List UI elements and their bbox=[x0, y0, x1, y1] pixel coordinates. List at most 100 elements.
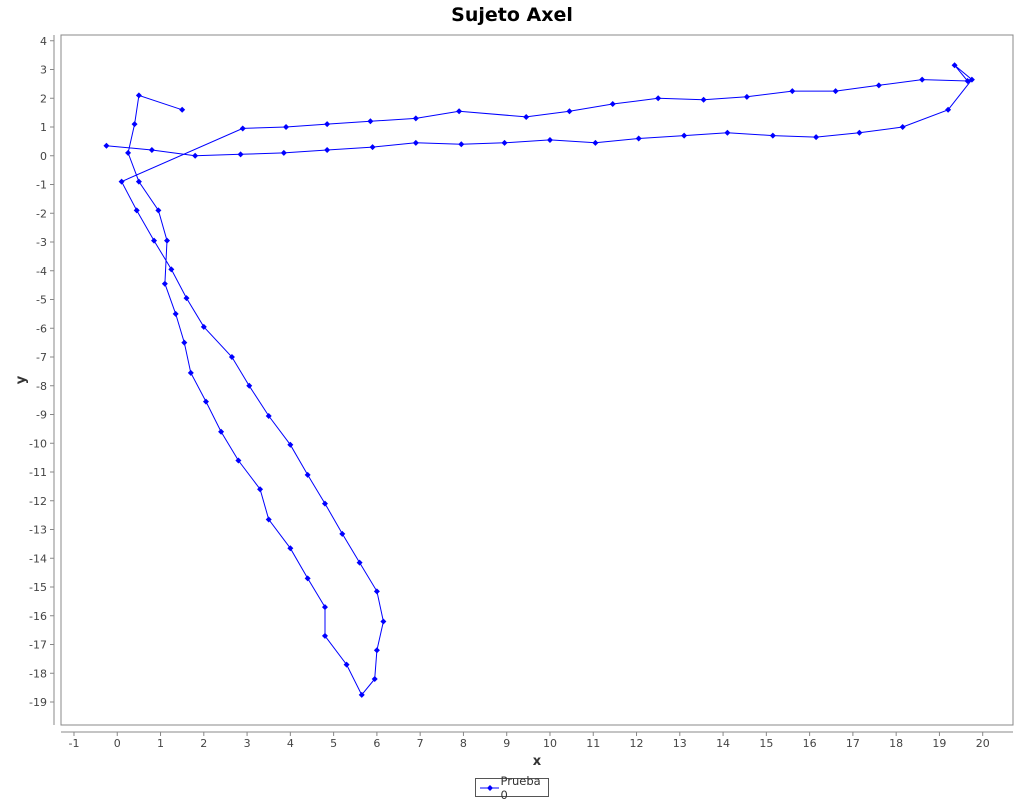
x-tick-label: 14 bbox=[716, 737, 730, 750]
y-tick-label: -13 bbox=[29, 524, 47, 537]
data-point bbox=[283, 124, 290, 130]
y-tick-label: 2 bbox=[40, 92, 47, 105]
data-point bbox=[743, 93, 750, 100]
data-point bbox=[412, 139, 419, 146]
y-tick-label: -18 bbox=[29, 667, 47, 680]
data-point bbox=[135, 92, 142, 99]
data-point bbox=[373, 647, 380, 654]
data-point bbox=[321, 632, 328, 639]
data-point bbox=[813, 134, 820, 141]
data-point bbox=[131, 121, 138, 128]
data-point bbox=[133, 207, 140, 214]
data-point bbox=[287, 441, 294, 448]
data-point bbox=[832, 88, 839, 95]
x-tick-label: 18 bbox=[889, 737, 903, 750]
data-point bbox=[546, 136, 553, 143]
y-tick-label: -2 bbox=[36, 207, 47, 220]
data-point bbox=[151, 237, 158, 244]
data-point bbox=[235, 457, 242, 464]
legend-label: Prueba 0 bbox=[500, 773, 541, 802]
x-tick-label: 15 bbox=[759, 737, 773, 750]
x-tick-label: 20 bbox=[976, 737, 990, 750]
y-tick-label: 3 bbox=[40, 64, 47, 77]
y-tick-label: -3 bbox=[36, 236, 47, 249]
data-point bbox=[681, 132, 688, 139]
data-point bbox=[700, 96, 707, 103]
data-point bbox=[945, 106, 952, 113]
x-tick-label: 19 bbox=[932, 737, 946, 750]
data-point bbox=[202, 398, 209, 405]
x-tick-label: 8 bbox=[460, 737, 467, 750]
x-axis-ticks: -1 0 1 2 3 4 5 6 7 8 9 10 11 12 13 14 15 16 17 18 19 20 bbox=[68, 732, 990, 750]
data-point bbox=[304, 575, 311, 582]
y-tick-label: -8 bbox=[36, 380, 47, 393]
y-tick-label: 0 bbox=[40, 150, 47, 163]
y-axis-label: y bbox=[14, 375, 29, 384]
data-point bbox=[228, 354, 235, 360]
data-point bbox=[324, 121, 331, 128]
data-point bbox=[412, 115, 419, 122]
data-point bbox=[456, 108, 463, 115]
y-tick-label: -11 bbox=[29, 466, 47, 479]
data-point bbox=[181, 339, 188, 346]
data-point bbox=[321, 604, 328, 611]
data-point bbox=[179, 106, 186, 113]
x-tick-label: 1 bbox=[157, 737, 164, 750]
x-tick-label: 17 bbox=[846, 737, 860, 750]
data-point bbox=[280, 149, 287, 156]
data-point bbox=[951, 62, 958, 69]
x-tick-label: 4 bbox=[287, 737, 294, 750]
y-tick-label: -1 bbox=[36, 179, 47, 192]
data-point bbox=[265, 412, 272, 419]
legend-line-diamond-icon bbox=[480, 784, 499, 791]
x-tick-label: 11 bbox=[586, 737, 600, 750]
y-tick-label: -17 bbox=[29, 639, 47, 652]
data-point bbox=[609, 101, 616, 107]
data-point bbox=[168, 266, 175, 273]
y-tick-label: -5 bbox=[36, 294, 47, 307]
x-tick-label: 16 bbox=[803, 737, 817, 750]
data-point bbox=[304, 471, 311, 478]
data-point bbox=[769, 132, 776, 139]
data-point bbox=[724, 129, 731, 136]
data-point bbox=[899, 124, 906, 130]
data-point bbox=[458, 141, 465, 148]
y-tick-label: -9 bbox=[36, 409, 47, 422]
series-layer bbox=[103, 62, 975, 698]
y-axis-ticks: 4 3 2 1 0 -1 -2 -3 -4 -5 -6 -7 -8 -9 -10 -11 -12 -13 -14 -1… bbox=[29, 35, 54, 709]
x-tick-label: 6 bbox=[373, 737, 380, 750]
x-tick-label: 5 bbox=[330, 737, 337, 750]
y-tick-label: 1 bbox=[40, 121, 47, 134]
data-point bbox=[155, 207, 162, 214]
chart-title: Sujeto Axel bbox=[451, 4, 573, 26]
data-point bbox=[237, 151, 244, 158]
x-tick-label: 12 bbox=[630, 737, 644, 750]
data-point bbox=[172, 310, 179, 317]
y-tick-label: -10 bbox=[29, 437, 47, 450]
data-point bbox=[321, 500, 328, 507]
data-point bbox=[257, 486, 264, 493]
data-point bbox=[856, 129, 863, 136]
data-point bbox=[103, 142, 110, 149]
data-point bbox=[161, 280, 168, 287]
data-point bbox=[239, 125, 246, 132]
y-tick-label: 4 bbox=[40, 35, 47, 48]
data-point bbox=[968, 76, 975, 83]
x-axis-label: x bbox=[533, 754, 542, 769]
data-point bbox=[592, 139, 599, 146]
y-tick-label: -7 bbox=[36, 351, 47, 364]
data-point bbox=[324, 147, 331, 153]
data-point bbox=[125, 149, 132, 156]
data-point bbox=[192, 152, 199, 159]
data-point bbox=[148, 147, 155, 153]
y-tick-label: -16 bbox=[29, 610, 47, 623]
data-point bbox=[183, 295, 190, 302]
data-point bbox=[343, 661, 350, 668]
y-tick-label: -6 bbox=[36, 322, 47, 335]
y-tick-label: -12 bbox=[29, 495, 47, 508]
data-point bbox=[187, 369, 194, 376]
x-tick-label: -1 bbox=[68, 737, 79, 750]
data-point bbox=[339, 530, 346, 537]
data-point bbox=[356, 559, 363, 566]
